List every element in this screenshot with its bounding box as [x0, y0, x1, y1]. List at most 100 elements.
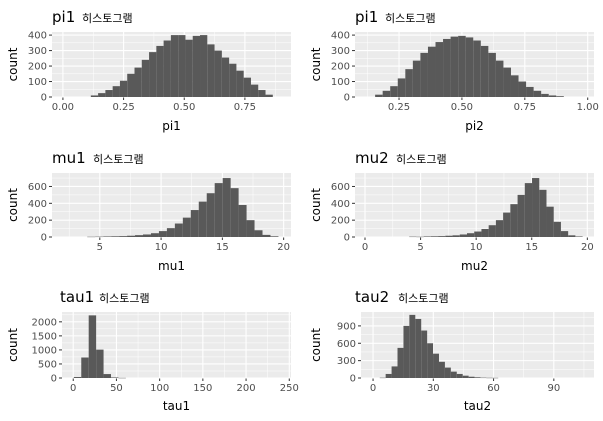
- y-tick-label: 400: [28, 199, 47, 210]
- histogram-bar-3: [96, 349, 104, 378]
- y-axis-title: count: [309, 188, 323, 222]
- histogram-bar-13: [503, 212, 511, 237]
- histogram-bar-22: [568, 235, 576, 237]
- histogram-bar-5: [409, 314, 416, 378]
- y-tick-label: 600: [331, 182, 350, 193]
- x-tick-label: 10: [155, 242, 168, 253]
- histogram-bar-3: [430, 236, 439, 237]
- x-tick-label: 20: [277, 242, 290, 253]
- x-tick-label: 50: [110, 383, 123, 394]
- histogram-bar-7: [459, 234, 467, 237]
- histogram-bar-1: [98, 93, 106, 97]
- chart-title: mu2: [355, 149, 389, 167]
- histogram-bar-6: [415, 318, 422, 378]
- histogram-bar-4: [119, 80, 128, 97]
- histogram-bar-7: [141, 59, 150, 97]
- histogram-bar-2: [103, 236, 112, 237]
- histogram-bar-4: [438, 236, 446, 237]
- histogram-bar-5: [412, 60, 421, 97]
- histogram-bar-10: [163, 40, 171, 97]
- histogram-bar-10: [438, 361, 445, 378]
- y-tick-label: 200: [331, 62, 350, 73]
- histogram-bar-5: [445, 235, 453, 237]
- histogram-bar-23: [270, 236, 279, 237]
- x-axis-title: tau1: [163, 399, 190, 413]
- histogram-bar-16: [207, 44, 215, 97]
- histogram-bar-2: [390, 86, 398, 97]
- y-axis-title: count: [309, 47, 323, 81]
- x-tick-label: 0.50: [451, 102, 473, 113]
- y-axis-title: count: [6, 47, 20, 81]
- chart-title: pi1: [52, 8, 75, 26]
- y-axis-title: count: [6, 188, 20, 222]
- panel-background: [52, 173, 291, 237]
- chart-subtitle: 히스토그램: [385, 11, 436, 25]
- histogram-bar-0: [73, 377, 82, 378]
- histogram-bar-24: [265, 94, 273, 97]
- histogram-bar-2: [88, 315, 97, 378]
- histogram-bar-15: [206, 193, 215, 237]
- y-tick-label: 100: [28, 77, 47, 88]
- histogram-bar-8: [435, 42, 444, 97]
- histogram-bar-17: [222, 178, 231, 237]
- chart-title: pi1: [355, 8, 378, 26]
- histogram-bar-12: [178, 35, 186, 97]
- histogram-bar-14: [198, 201, 207, 237]
- histogram-bar-15: [200, 35, 208, 97]
- x-tick-label: 60: [487, 383, 500, 394]
- histogram-bar-16: [524, 183, 533, 237]
- x-tick-label: 15: [216, 242, 229, 253]
- x-tick-label: 0.00: [52, 102, 74, 113]
- histogram-bar-7: [427, 46, 436, 97]
- histogram-bar-2: [423, 236, 431, 237]
- y-tick-label: 0: [41, 93, 47, 104]
- histogram-bar-5: [111, 377, 119, 378]
- histogram-bar-11: [444, 367, 451, 378]
- histogram-bar-21: [533, 90, 542, 97]
- histogram-bar-11: [488, 225, 496, 237]
- histogram-bar-17: [214, 50, 222, 97]
- histogram-bar-3: [112, 86, 120, 97]
- histogram-bar-23: [258, 90, 266, 97]
- x-tick-label: 20: [581, 242, 594, 253]
- chart-subtitle: 히스토그램: [398, 291, 449, 305]
- histogram-bar-14: [192, 35, 201, 97]
- x-tick-label: 0.25: [388, 102, 410, 113]
- x-tick-label: 0.75: [234, 102, 256, 113]
- histogram-bar-22: [541, 93, 549, 97]
- histogram-bar-11: [174, 223, 183, 237]
- histogram-bar-6: [135, 235, 144, 237]
- histogram-bar-8: [150, 233, 159, 237]
- histogram-bar-16: [474, 377, 481, 378]
- x-tick-label: 0.50: [173, 102, 195, 113]
- x-tick-label: 0: [362, 242, 368, 253]
- histogram-bar-18: [510, 75, 519, 97]
- histogram-bar-10: [166, 228, 175, 237]
- histogram-bar-23: [575, 236, 583, 237]
- x-tick-label: 200: [237, 383, 256, 394]
- histogram-bar-18: [230, 188, 239, 237]
- histogram-bar-7: [143, 234, 151, 237]
- histogram-bar-0: [90, 95, 99, 97]
- histogram-bar-12: [450, 371, 457, 378]
- chart-subtitle: 히스토그램: [396, 152, 447, 166]
- histogram-bar-15: [488, 52, 496, 97]
- histogram-bar-5: [127, 235, 136, 237]
- histogram-bar-8: [427, 343, 434, 378]
- x-axis-title: pi1: [162, 119, 181, 133]
- y-tick-label: 300: [331, 46, 350, 57]
- y-tick-label: 0: [41, 233, 47, 244]
- histogram-bar-13: [185, 39, 193, 97]
- x-tick-label: 90: [547, 383, 560, 394]
- histogram-bar-5: [127, 73, 135, 97]
- histogram-bar-14: [510, 204, 518, 237]
- chart-subtitle: 히스토그램: [99, 291, 150, 305]
- y-tick-label: 400: [331, 31, 350, 42]
- histogram-bar-17: [503, 67, 511, 97]
- histogram-bar-1: [385, 373, 392, 378]
- histogram-bar-9: [443, 38, 451, 97]
- y-tick-label: 200: [28, 62, 47, 73]
- histogram-bar-4: [103, 374, 111, 378]
- y-tick-label: 0: [51, 374, 57, 385]
